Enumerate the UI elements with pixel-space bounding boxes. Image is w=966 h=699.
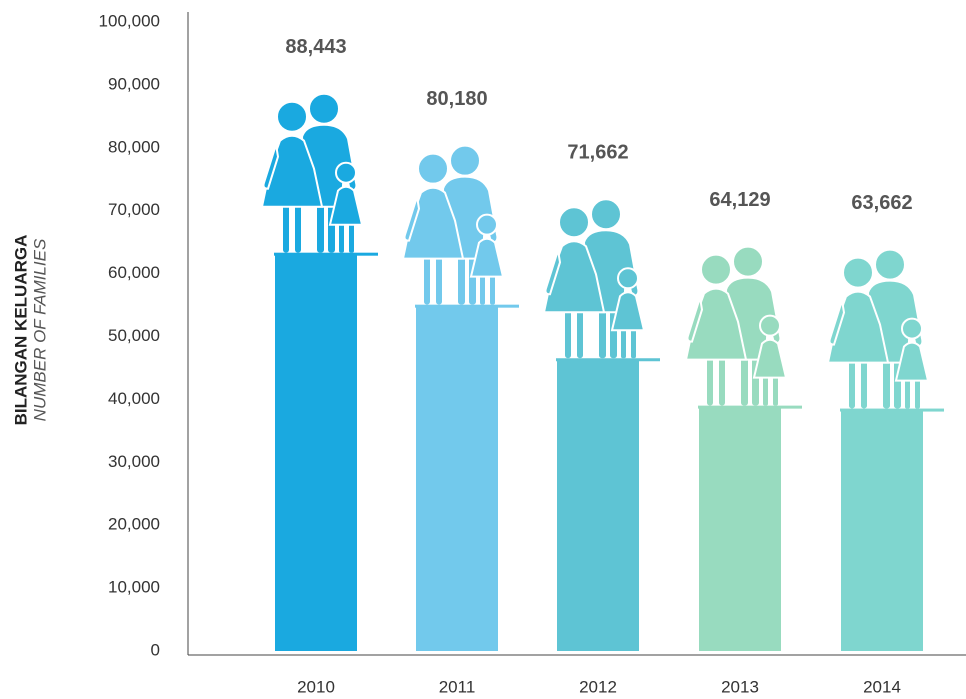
y-tick-label: 50,000 — [108, 326, 160, 345]
figure-leg — [717, 354, 727, 408]
y-tick-label: 100,000 — [99, 11, 160, 30]
figure-leg — [293, 201, 303, 255]
figure-leg — [337, 221, 346, 255]
figure-head — [417, 152, 449, 185]
bar — [416, 306, 498, 651]
y-tick-label: 30,000 — [108, 452, 160, 471]
value-label: 64,129 — [709, 189, 770, 211]
figure-body — [469, 237, 505, 278]
family-icon — [542, 198, 660, 362]
figure-head — [476, 213, 498, 236]
figure-leg — [847, 357, 857, 411]
figure-leg — [619, 327, 628, 361]
family-icon — [826, 248, 944, 412]
figure-leg — [771, 374, 780, 408]
x-tick-label: 2010 — [297, 677, 335, 696]
axis-title: BILANGAN KELUARGA — [11, 235, 30, 426]
figure-leg — [434, 253, 444, 307]
figure-arm — [686, 297, 704, 343]
figure-head — [700, 253, 732, 286]
figure-leg — [422, 253, 432, 307]
figure-head — [558, 206, 590, 239]
figure-head — [276, 100, 308, 133]
y-tick-label: 40,000 — [108, 389, 160, 408]
figure-head — [617, 267, 639, 290]
figure-head — [590, 198, 622, 231]
value-label: 63,662 — [851, 192, 912, 214]
figure-arm — [403, 196, 421, 242]
figure-arm — [544, 249, 562, 296]
figure-leg — [913, 377, 922, 411]
value-label: 71,662 — [567, 142, 628, 164]
figure-head — [732, 245, 764, 278]
figure-leg — [881, 354, 892, 411]
bar — [841, 410, 923, 651]
bar — [699, 407, 781, 651]
figure-head — [874, 248, 906, 281]
figure-leg — [315, 198, 326, 255]
figure-leg — [456, 250, 467, 307]
figure-body — [894, 341, 930, 382]
y-tick-label: 80,000 — [108, 137, 160, 156]
family-icon — [260, 92, 378, 256]
figure-body — [610, 291, 646, 332]
family-icon — [684, 245, 802, 409]
bar — [275, 254, 357, 651]
platform — [698, 405, 802, 409]
figure-head — [842, 256, 874, 289]
platform — [274, 252, 378, 256]
axis-title-group: BILANGAN KELUARGA NUMBER OF FAMILIES — [11, 235, 49, 426]
value-label: 80,180 — [426, 88, 487, 110]
figure-arm — [828, 300, 846, 346]
figure-leg — [597, 304, 608, 361]
figure-leg — [739, 351, 750, 408]
y-tick-label: 20,000 — [108, 515, 160, 534]
figure-body — [328, 185, 364, 226]
figure-head — [335, 161, 357, 184]
figure-leg — [488, 273, 497, 307]
x-tick-label: 2013 — [721, 677, 759, 696]
platform — [415, 304, 519, 308]
y-tick-label: 70,000 — [108, 200, 160, 219]
figure-leg — [859, 357, 869, 411]
x-tick-label: 2014 — [863, 677, 901, 696]
platform — [840, 408, 944, 412]
y-tick-label: 90,000 — [108, 74, 160, 93]
figure-leg — [575, 307, 585, 361]
figure-leg — [478, 273, 487, 307]
figure-head — [901, 317, 923, 340]
x-tick-label: 2012 — [579, 677, 617, 696]
figure-head — [308, 92, 340, 125]
platform — [556, 358, 660, 362]
figure-leg — [563, 307, 573, 361]
figure-leg — [281, 201, 291, 255]
pictogram-bar — [401, 144, 519, 651]
figure-head — [759, 314, 781, 337]
figure-leg — [705, 354, 715, 408]
family-icon — [401, 144, 519, 308]
axis-subtitle: NUMBER OF FAMILIES — [30, 238, 49, 421]
figure-arm — [262, 144, 280, 190]
bar — [557, 360, 639, 651]
y-tick-label: 10,000 — [108, 578, 160, 597]
pictogram-bar — [260, 92, 378, 651]
x-tick-label: 2011 — [439, 677, 476, 696]
y-tick-label: 0 — [151, 640, 160, 659]
figure-leg — [903, 377, 912, 411]
figure-leg — [347, 221, 356, 255]
figure-leg — [629, 327, 638, 361]
pictogram-bar — [684, 245, 802, 651]
figure-head — [449, 144, 481, 177]
figure-body — [752, 338, 788, 379]
pictogram-bar — [826, 248, 944, 651]
value-label: 88,443 — [285, 36, 346, 58]
pictogram-bar — [542, 198, 660, 651]
y-tick-label: 60,000 — [108, 263, 160, 282]
figure-leg — [761, 374, 770, 408]
